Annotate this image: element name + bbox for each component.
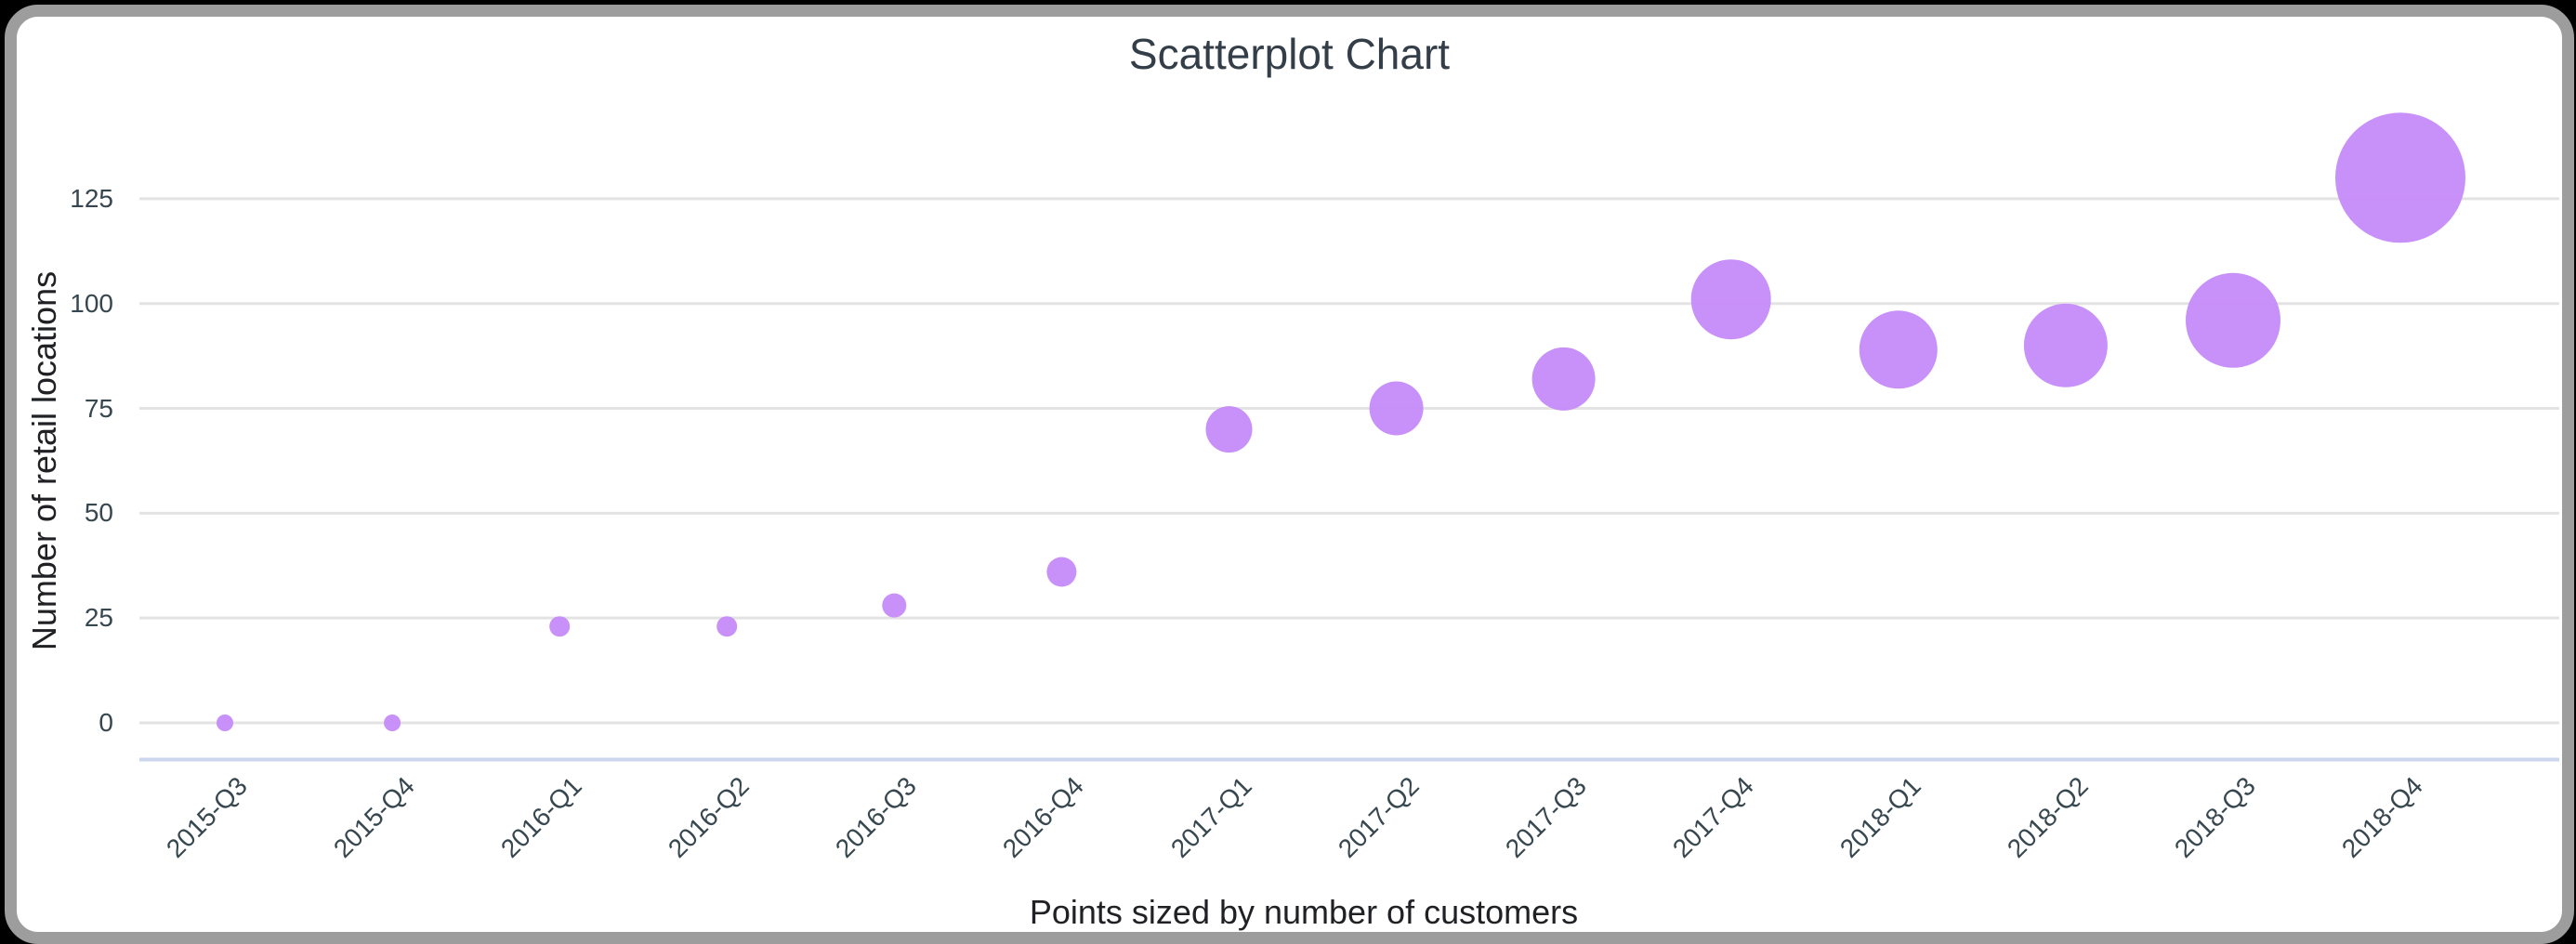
data-point-2017-Q1[interactable] (1205, 406, 1253, 453)
y-tick-label: 0 (99, 708, 113, 737)
data-point-2018-Q1[interactable] (1859, 310, 1938, 389)
data-point-2015-Q4[interactable] (384, 715, 401, 731)
data-point-2016-Q4[interactable] (1046, 557, 1077, 587)
data-point-2016-Q1[interactable] (549, 616, 571, 637)
y-tick-label: 100 (70, 288, 113, 318)
y-tick-label: 125 (70, 183, 113, 213)
x-axis-title: Points sized by number of customers (1029, 893, 1579, 931)
data-point-2017-Q3[interactable] (1531, 347, 1596, 411)
data-point-2017-Q4[interactable] (1690, 259, 1771, 340)
data-point-2015-Q3[interactable] (217, 715, 233, 731)
data-point-2018-Q3[interactable] (2186, 272, 2280, 368)
scatter-plot (139, 112, 2559, 762)
y-tick-label: 75 (84, 393, 113, 423)
data-point-2017-Q2[interactable] (1369, 381, 1424, 436)
y-tick-label: 25 (84, 603, 113, 633)
y-tick-label: 50 (84, 498, 113, 528)
data-point-2016-Q3[interactable] (882, 593, 907, 618)
data-point-2018-Q2[interactable] (2023, 303, 2108, 387)
data-point-2016-Q2[interactable] (716, 616, 738, 637)
chart-title: Scatterplot Chart (1128, 30, 1451, 78)
data-point-2018-Q4[interactable] (2335, 112, 2465, 243)
chart-card: Scatterplot Chart Number of retail locat… (5, 5, 2574, 944)
chart-area: Scatterplot Chart Number of retail locat… (17, 17, 2562, 932)
